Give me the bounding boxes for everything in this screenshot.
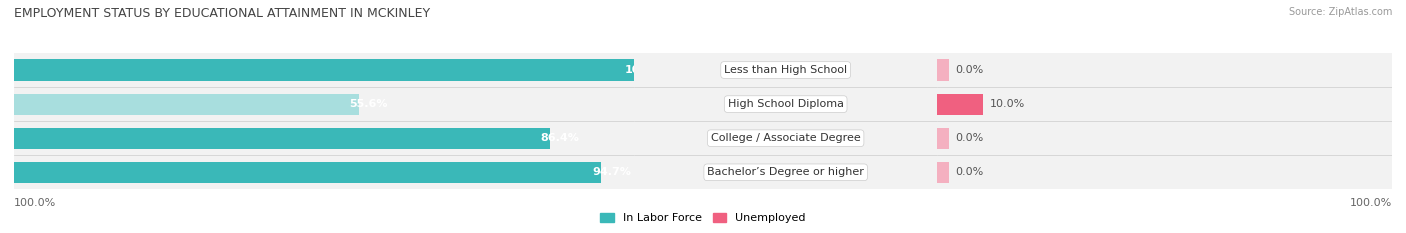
Text: 0.0%: 0.0% <box>956 65 984 75</box>
Bar <box>14 53 634 87</box>
Text: EMPLOYMENT STATUS BY EDUCATIONAL ATTAINMENT IN MCKINLEY: EMPLOYMENT STATUS BY EDUCATIONAL ATTAINM… <box>14 7 430 20</box>
Bar <box>938 121 1392 155</box>
Bar <box>14 128 550 149</box>
Text: Source: ZipAtlas.com: Source: ZipAtlas.com <box>1288 7 1392 17</box>
Bar <box>938 162 949 183</box>
Bar <box>938 53 1392 87</box>
Text: 94.7%: 94.7% <box>592 167 631 177</box>
Bar <box>634 155 938 189</box>
Bar <box>634 87 938 121</box>
Text: 86.4%: 86.4% <box>540 133 579 143</box>
Text: Less than High School: Less than High School <box>724 65 848 75</box>
Text: High School Diploma: High School Diploma <box>728 99 844 109</box>
Bar <box>14 93 359 115</box>
Bar <box>14 155 634 189</box>
Bar <box>938 128 949 149</box>
Bar <box>14 162 602 183</box>
Text: College / Associate Degree: College / Associate Degree <box>711 133 860 143</box>
Text: 100.0%: 100.0% <box>1350 198 1392 208</box>
Bar <box>14 121 634 155</box>
Text: 100.0%: 100.0% <box>14 198 56 208</box>
Bar <box>938 93 983 115</box>
Text: Bachelor’s Degree or higher: Bachelor’s Degree or higher <box>707 167 865 177</box>
Text: 0.0%: 0.0% <box>956 133 984 143</box>
Text: 100.0%: 100.0% <box>624 65 671 75</box>
Legend: In Labor Force, Unemployed: In Labor Force, Unemployed <box>596 208 810 227</box>
Bar <box>634 53 938 87</box>
Bar <box>938 155 1392 189</box>
Bar <box>14 87 634 121</box>
Bar <box>938 93 983 115</box>
Bar <box>14 59 634 81</box>
Bar <box>634 121 938 155</box>
Text: 55.6%: 55.6% <box>350 99 388 109</box>
Text: 0.0%: 0.0% <box>956 167 984 177</box>
Text: 10.0%: 10.0% <box>990 99 1025 109</box>
Bar <box>938 59 949 81</box>
Bar <box>938 87 1392 121</box>
